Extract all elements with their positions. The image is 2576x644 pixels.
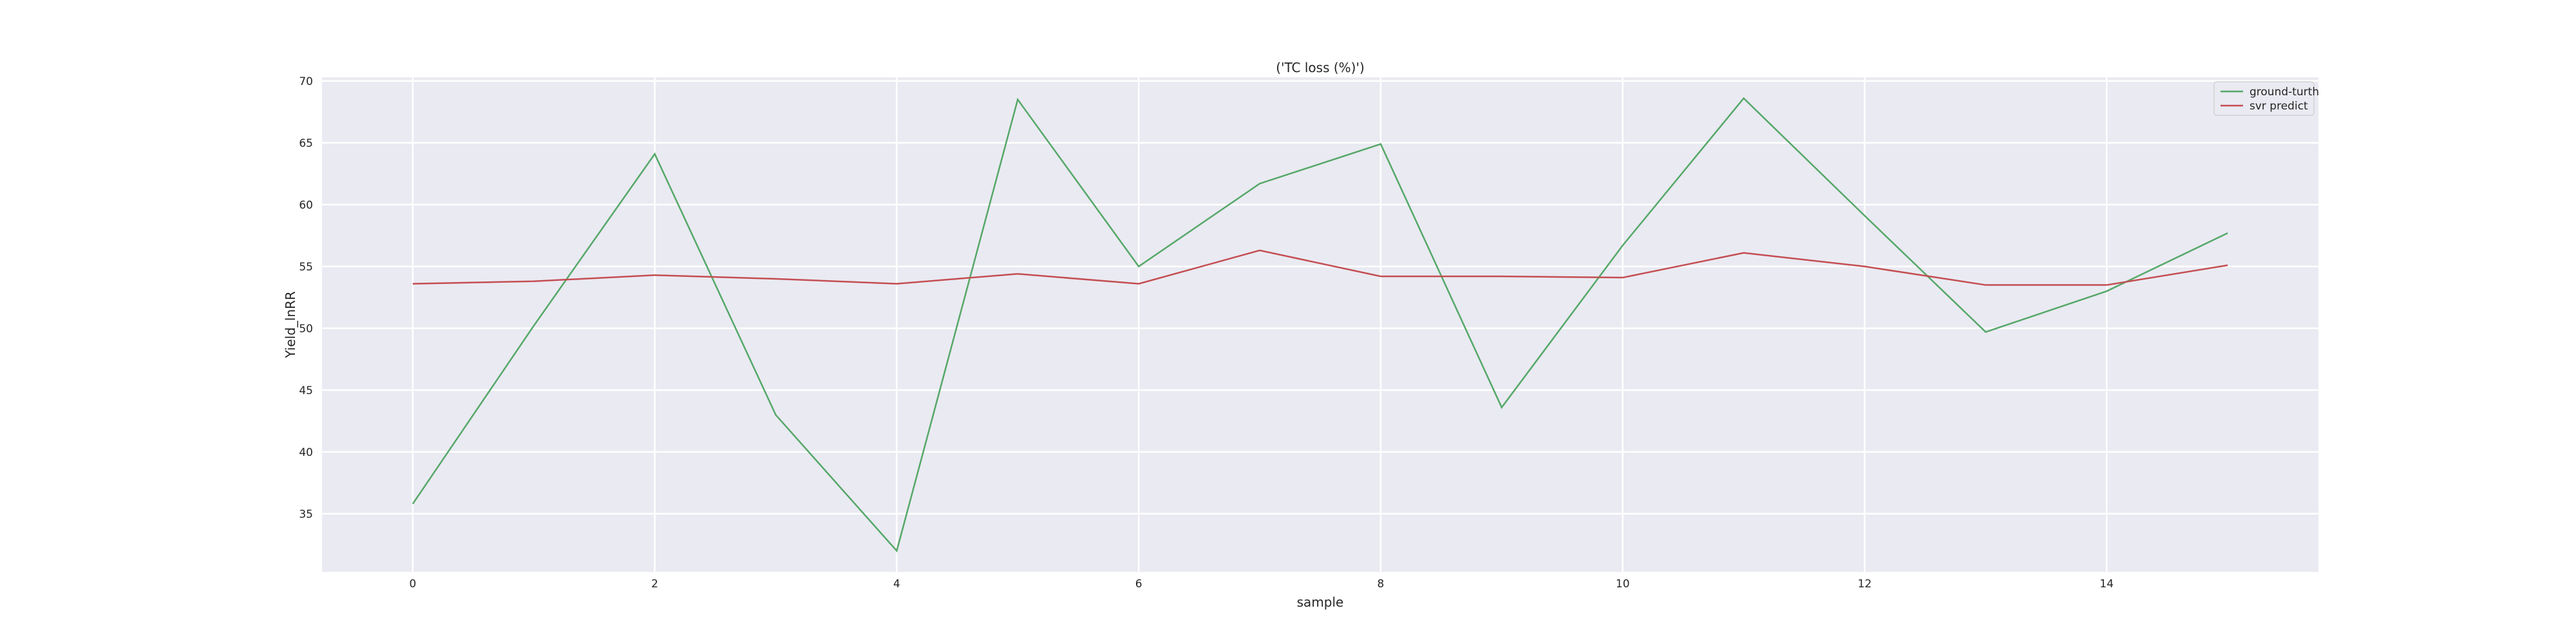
- plot-area: [322, 77, 2318, 572]
- y-tick-label: 55: [299, 261, 313, 274]
- x-tick-label: 2: [651, 578, 658, 591]
- y-tick-label: 65: [299, 137, 313, 150]
- x-tick-label: 10: [1616, 578, 1630, 591]
- x-tick-label: 14: [2099, 578, 2114, 591]
- x-tick-label: 12: [1858, 578, 1872, 591]
- x-tick-label: 0: [409, 578, 416, 591]
- legend-label-ground-turth: ground-turth: [2249, 86, 2319, 99]
- y-tick-label: 40: [299, 446, 313, 459]
- x-tick-label: 4: [893, 578, 900, 591]
- legend-frame: [2213, 81, 2315, 116]
- y-tick-label: 60: [299, 199, 313, 212]
- y-tick-label: 50: [299, 323, 313, 336]
- legend: ground-turth svr predict: [2213, 81, 2319, 116]
- series-line-svr-predict: [412, 249, 2228, 286]
- tick-layer: 0 2 4 6 8 10 12 14 35 40 45 50 55 60 65 70: [299, 75, 2114, 591]
- series-line-ground-turth: [412, 97, 2228, 553]
- chart-title: ('TC loss (%)'): [1276, 60, 1365, 75]
- x-tick-label: 6: [1135, 578, 1142, 591]
- y-tick-label: 45: [299, 384, 313, 397]
- x-axis-label: sample: [1297, 594, 1344, 610]
- legend-label-svr-predict: svr predict: [2249, 100, 2308, 113]
- series-layer: [412, 97, 2228, 553]
- y-axis-label: Yield_lnRR: [283, 291, 298, 359]
- x-tick-label: 8: [1378, 578, 1385, 591]
- y-tick-label: 70: [299, 75, 313, 88]
- y-tick-label: 35: [299, 508, 313, 521]
- grid-layer: [322, 77, 2318, 572]
